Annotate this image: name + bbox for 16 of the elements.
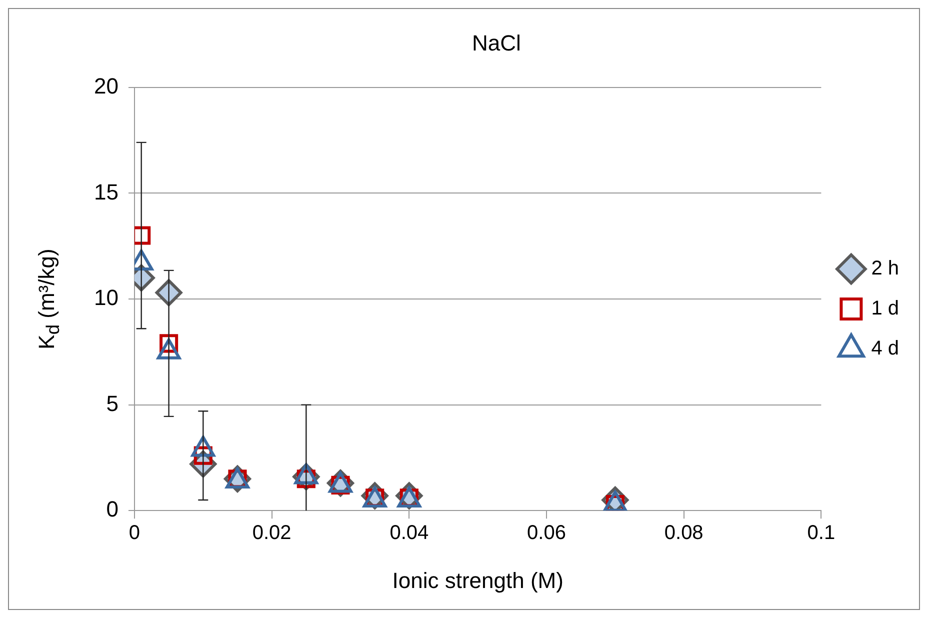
- y-tick-label: 0: [106, 496, 118, 522]
- legend-label: 4 d: [871, 338, 900, 360]
- legend-label: 1 d: [871, 298, 900, 320]
- legend-label: 2 h: [871, 258, 900, 280]
- y-tick-label: 10: [94, 285, 118, 310]
- chart-title: NaCl: [472, 30, 521, 56]
- x-tick-label: 0: [128, 522, 140, 544]
- y-tick-label: 20: [94, 73, 118, 98]
- x-tick-label: 0.06: [527, 522, 566, 544]
- y-tick-label: 15: [94, 179, 118, 204]
- x-tick-label: 0.1: [807, 522, 836, 544]
- y-tick-label: 5: [106, 390, 118, 416]
- x-tick-label: 0.02: [252, 522, 292, 544]
- x-tick-label: 0.04: [390, 522, 429, 544]
- x-axis-title: Ionic strength (M): [392, 568, 564, 593]
- x-tick-label: 0.08: [664, 522, 704, 544]
